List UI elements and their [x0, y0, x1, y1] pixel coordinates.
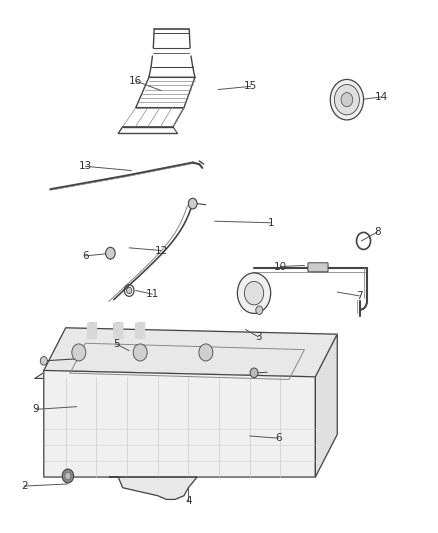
Text: 5: 5: [113, 339, 120, 349]
Polygon shape: [114, 322, 123, 338]
Text: 3: 3: [255, 332, 262, 342]
Polygon shape: [136, 322, 145, 338]
Circle shape: [237, 273, 271, 313]
Polygon shape: [35, 367, 293, 378]
Polygon shape: [53, 338, 311, 367]
Text: 16: 16: [129, 76, 142, 86]
Polygon shape: [110, 477, 197, 499]
Circle shape: [188, 198, 197, 209]
Text: 15: 15: [244, 82, 257, 91]
Circle shape: [250, 368, 258, 377]
FancyBboxPatch shape: [308, 263, 328, 272]
Text: 7: 7: [356, 291, 363, 301]
Text: 10: 10: [274, 262, 287, 271]
Circle shape: [62, 469, 74, 483]
Circle shape: [244, 281, 264, 305]
Circle shape: [106, 247, 115, 259]
Polygon shape: [88, 322, 96, 338]
Text: 6: 6: [275, 433, 282, 443]
Circle shape: [341, 93, 353, 107]
Circle shape: [72, 344, 86, 361]
Text: 13: 13: [79, 161, 92, 171]
Text: 4: 4: [185, 496, 192, 506]
Text: 8: 8: [374, 227, 381, 237]
Text: 12: 12: [155, 246, 168, 255]
Circle shape: [335, 85, 359, 115]
Text: 14: 14: [374, 92, 388, 102]
Text: 9: 9: [32, 405, 39, 414]
Polygon shape: [44, 370, 315, 477]
Circle shape: [199, 344, 213, 361]
Circle shape: [40, 357, 47, 365]
Circle shape: [133, 344, 147, 361]
Circle shape: [256, 306, 263, 314]
Text: 2: 2: [21, 481, 28, 491]
Circle shape: [65, 472, 71, 480]
Circle shape: [127, 287, 132, 294]
Circle shape: [330, 79, 364, 120]
Text: 6: 6: [82, 251, 89, 261]
Text: 11: 11: [146, 289, 159, 299]
Text: 1: 1: [268, 218, 275, 228]
Polygon shape: [315, 334, 337, 477]
Polygon shape: [44, 328, 337, 377]
